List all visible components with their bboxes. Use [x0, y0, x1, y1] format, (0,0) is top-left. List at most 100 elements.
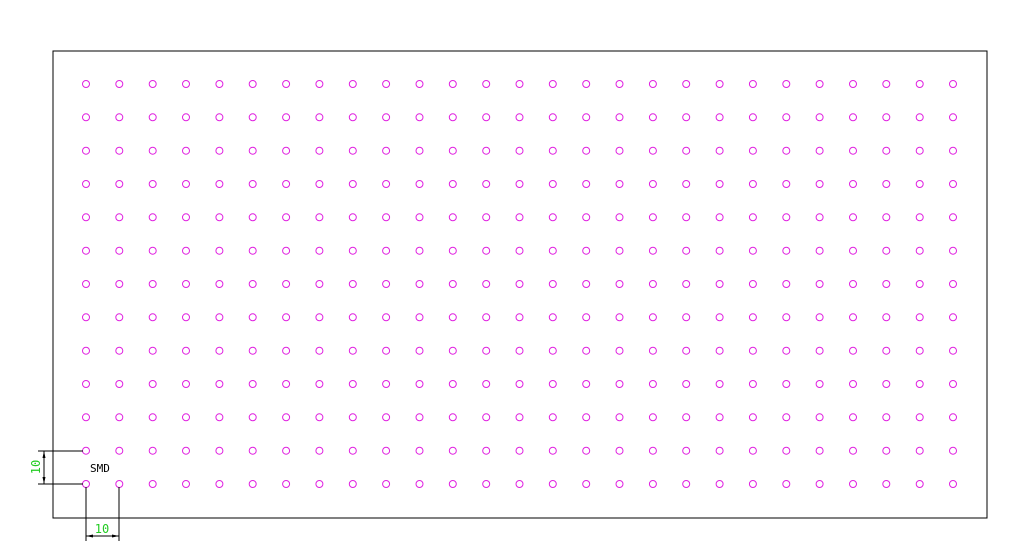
smd-pad — [482, 313, 491, 322]
smd-pad — [548, 380, 557, 388]
smd-pad — [448, 80, 457, 88]
smd-pad — [215, 180, 224, 188]
smd-pad — [849, 313, 857, 322]
smd-pad — [248, 480, 257, 488]
smd-pad — [582, 113, 591, 122]
smd-pad — [215, 113, 224, 122]
smd-pad — [482, 413, 491, 422]
smd-pad — [715, 213, 724, 222]
smd-pad — [682, 413, 691, 422]
smd-pad — [615, 346, 624, 355]
smd-pad — [182, 213, 190, 222]
smd-pad — [448, 113, 457, 122]
smd-pad — [182, 313, 190, 322]
smd-pad — [615, 280, 624, 288]
dimension-text-vertical: 10 — [29, 460, 43, 474]
smd-pad — [849, 246, 857, 255]
smd-pad — [548, 280, 557, 288]
smd-pad — [582, 280, 591, 288]
smd-pad — [615, 80, 624, 88]
smd-pad — [915, 180, 924, 188]
smd-pad — [148, 146, 157, 155]
smd-pad — [582, 346, 591, 355]
smd-pad — [949, 213, 957, 222]
smd-pad — [482, 113, 491, 122]
smd-pad — [148, 446, 157, 455]
smd-pad — [815, 413, 824, 422]
smd-pad — [348, 446, 357, 455]
smd-pad — [548, 446, 557, 455]
smd-pad — [315, 313, 324, 322]
smd-pad — [482, 246, 491, 255]
smd-label: SMD — [90, 462, 110, 475]
smd-pad — [682, 213, 691, 222]
smd-pad — [682, 180, 691, 188]
smd-pad — [282, 246, 291, 255]
smd-pad — [648, 80, 657, 88]
arrow-up-icon — [42, 451, 46, 458]
smd-pad — [382, 280, 391, 288]
smd-pad — [148, 180, 157, 188]
smd-pad — [348, 113, 357, 122]
smd-pad — [282, 213, 291, 222]
smd-pad — [748, 213, 757, 222]
smd-pad — [482, 280, 491, 288]
smd-pad — [882, 313, 891, 322]
smd-pad — [215, 313, 224, 322]
smd-pad — [682, 146, 691, 155]
smd-pad — [515, 346, 524, 355]
smd-pad — [482, 180, 491, 188]
smd-pad — [115, 446, 124, 455]
smd-pad — [82, 113, 90, 122]
smd-pad — [448, 213, 457, 222]
smd-pad — [315, 113, 324, 122]
smd-pad — [582, 480, 591, 488]
smd-pad — [482, 80, 491, 88]
smd-pad — [248, 80, 257, 88]
smd-pad — [448, 146, 457, 155]
smd-pad — [348, 246, 357, 255]
smd-pad — [382, 446, 391, 455]
pad-grid — [82, 80, 957, 488]
smd-pad — [548, 246, 557, 255]
smd-pad — [382, 413, 391, 422]
smd-pad — [882, 380, 891, 388]
smd-pad — [482, 146, 491, 155]
smd-pad — [82, 346, 90, 355]
smd-pad — [382, 346, 391, 355]
smd-pad — [182, 413, 190, 422]
smd-pad — [849, 446, 857, 455]
smd-pad — [782, 280, 791, 288]
smd-pad — [348, 313, 357, 322]
smd-pad — [615, 113, 624, 122]
smd-pad — [215, 480, 224, 488]
smd-pad — [748, 180, 757, 188]
smd-pad — [715, 280, 724, 288]
smd-pad — [415, 280, 424, 288]
smd-pad — [415, 180, 424, 188]
smd-pad — [715, 380, 724, 388]
smd-pad — [515, 180, 524, 188]
smd-pad — [482, 480, 491, 488]
smd-pad — [682, 80, 691, 88]
smd-pad — [248, 313, 257, 322]
smd-pad — [815, 246, 824, 255]
smd-pad — [348, 146, 357, 155]
smd-pad — [748, 146, 757, 155]
smd-pad — [182, 246, 190, 255]
smd-pad — [849, 280, 857, 288]
smd-pad — [748, 313, 757, 322]
smd-pad — [282, 80, 291, 88]
smd-pad — [348, 413, 357, 422]
smd-pad — [882, 113, 891, 122]
smd-pad — [282, 280, 291, 288]
smd-pad — [415, 313, 424, 322]
smd-pad — [215, 80, 224, 88]
smd-pad — [382, 213, 391, 222]
smd-pad — [915, 480, 924, 488]
smd-pad — [949, 380, 957, 388]
smd-pad — [515, 313, 524, 322]
arrow-left-icon — [86, 534, 93, 538]
smd-pad — [282, 380, 291, 388]
smd-pad — [82, 446, 90, 455]
